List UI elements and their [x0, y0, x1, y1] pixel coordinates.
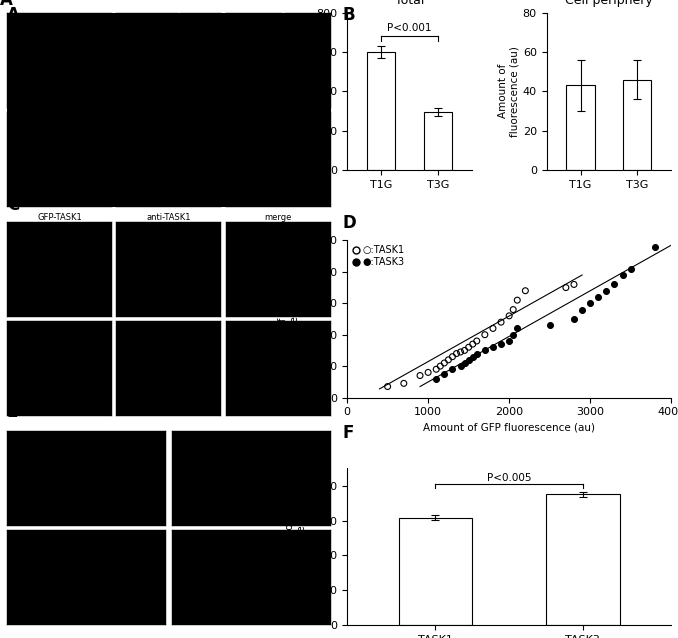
Point [617, 270, 628, 280]
Point [431, 364, 441, 375]
Title: Merge: Merge [265, 4, 292, 13]
Bar [566, 85, 595, 170]
Point [467, 352, 478, 362]
Point [569, 279, 580, 290]
Point [455, 347, 466, 357]
Title: Cell periphery: Cell periphery [565, 0, 653, 8]
X-axis label: Amount of GFP fluorescence (au): Amount of GFP fluorescence (au) [423, 423, 595, 433]
Text: P<0.001: P<0.001 [387, 24, 432, 33]
Point [439, 369, 450, 379]
Point [561, 283, 572, 293]
Bar [367, 52, 395, 170]
Y-axis label: Amount of
fluorescence (au): Amount of fluorescence (au) [285, 501, 306, 592]
Point [447, 364, 458, 375]
Point [431, 374, 441, 384]
Point [435, 361, 445, 371]
Point [593, 292, 603, 302]
Point [459, 345, 470, 355]
Point [415, 371, 426, 381]
Y-axis label: Amount of
fluorescence (au): Amount of fluorescence (au) [498, 46, 520, 137]
Title: Total: Total [395, 0, 424, 8]
Point [439, 358, 450, 368]
Text: D: D [342, 214, 356, 232]
Point [422, 367, 433, 378]
Point [487, 342, 498, 352]
Y-axis label: Amount of Alexa546
fluorescence (au): Amount of Alexa546 fluorescence (au) [278, 266, 300, 372]
Y-axis label: Amount of
fluorescence (au): Amount of fluorescence (au) [292, 46, 313, 137]
Bar [546, 494, 620, 625]
Title: GFP: GFP [51, 4, 68, 13]
Bar [623, 80, 652, 170]
Point [471, 336, 482, 346]
Point [487, 323, 498, 334]
Point [496, 317, 506, 327]
Point [447, 352, 458, 362]
Point [504, 336, 515, 346]
Point [463, 355, 474, 365]
Point [479, 330, 490, 340]
Point [471, 348, 482, 359]
Point [443, 355, 454, 365]
Legend: ○:TASK1, ●:TASK3: ○:TASK1, ●:TASK3 [352, 246, 405, 267]
Point [650, 242, 660, 252]
Point [459, 358, 470, 368]
Point [544, 320, 555, 330]
Point [512, 323, 523, 334]
Text: A: A [0, 0, 13, 9]
Text: F: F [342, 424, 354, 442]
Point [467, 339, 478, 349]
Point [569, 314, 580, 324]
Point [451, 348, 462, 359]
Point [609, 279, 620, 290]
Bar [399, 518, 473, 625]
Text: C: C [7, 196, 19, 214]
Point [577, 304, 588, 315]
Title: merge: merge [264, 213, 292, 222]
Point [399, 378, 410, 389]
Title: GFP-TASK1: GFP-TASK1 [37, 213, 82, 222]
Text: A: A [7, 6, 20, 24]
Point [584, 298, 595, 308]
Text: P<0.005: P<0.005 [487, 473, 532, 483]
Point [504, 311, 515, 321]
Point [463, 342, 474, 352]
Title: PLA
(GFP/myc): PLA (GFP/myc) [147, 0, 191, 13]
Point [625, 263, 636, 274]
Bar [424, 112, 452, 170]
Point [496, 339, 506, 349]
Point [508, 304, 519, 315]
Point [520, 286, 531, 296]
Point [512, 295, 523, 305]
Point [382, 382, 393, 392]
Title: anti-TASK1: anti-TASK1 [146, 213, 191, 222]
Point [479, 345, 490, 355]
Text: E: E [7, 403, 18, 421]
Text: B: B [342, 6, 355, 24]
Point [508, 330, 519, 340]
Point [455, 361, 466, 371]
Point [601, 286, 612, 296]
